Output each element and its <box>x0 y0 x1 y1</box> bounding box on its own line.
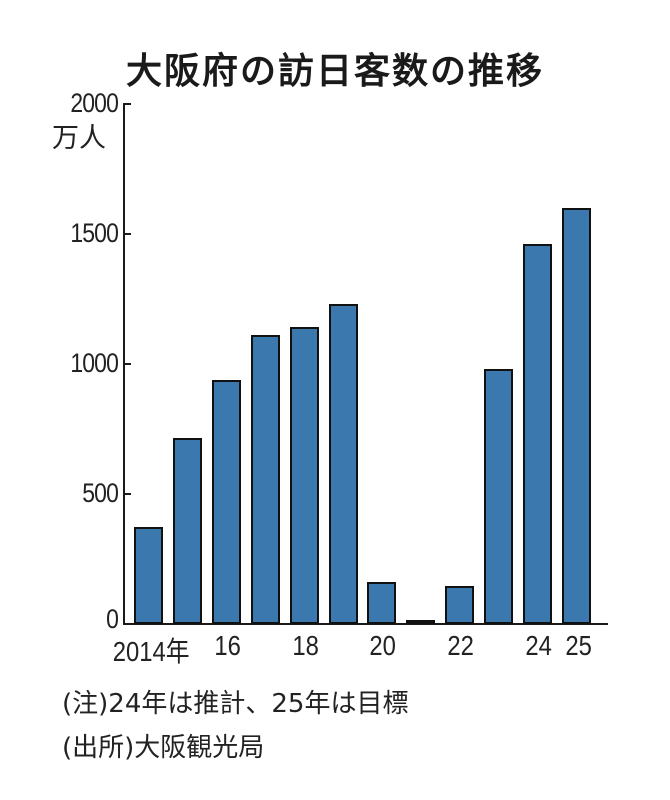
bar-2016 <box>211 379 241 624</box>
xtick-label-18: 18 <box>292 630 319 661</box>
bar-2019 <box>328 303 358 624</box>
bar-2024 <box>523 244 552 624</box>
unit-label: 万人 <box>52 123 106 154</box>
xtick-label-25: 25 <box>565 630 592 661</box>
footnote: (注)24年は推計、25年は目標 <box>62 689 409 719</box>
ytick-label-500: 500 <box>82 478 119 508</box>
bar-2015 <box>172 437 202 624</box>
ytick-label-1000: 1000 <box>70 348 119 378</box>
xtick-label-24: 24 <box>525 630 552 661</box>
ytick-label-0: 0 <box>106 604 119 634</box>
bar-2025 <box>561 208 591 624</box>
ytick-2000 <box>123 103 131 105</box>
bar-2017 <box>250 335 280 624</box>
bar-2021 <box>406 620 436 624</box>
ytick-label-2000: 2000 <box>70 88 119 118</box>
ytick-1000 <box>123 363 131 365</box>
chart-title: 大阪府の訪日客数の推移 <box>125 51 544 92</box>
bar-2022 <box>445 585 475 624</box>
bar-2014 <box>134 526 163 624</box>
ytick-label-1500: 1500 <box>70 218 119 248</box>
ytick-500 <box>123 493 131 495</box>
ytick-1500 <box>123 233 131 235</box>
xtick-label-22: 22 <box>447 630 474 661</box>
source-note: (出所)大阪観光局 <box>62 733 265 763</box>
xtick-label-16: 16 <box>214 630 241 661</box>
xtick-label-2014: 2014年 <box>112 636 190 667</box>
bar-2018 <box>289 327 319 624</box>
bar-2020 <box>367 582 397 624</box>
x-axis-line <box>123 623 608 625</box>
bar-2023 <box>484 369 514 624</box>
xtick-label-20: 20 <box>369 630 396 661</box>
